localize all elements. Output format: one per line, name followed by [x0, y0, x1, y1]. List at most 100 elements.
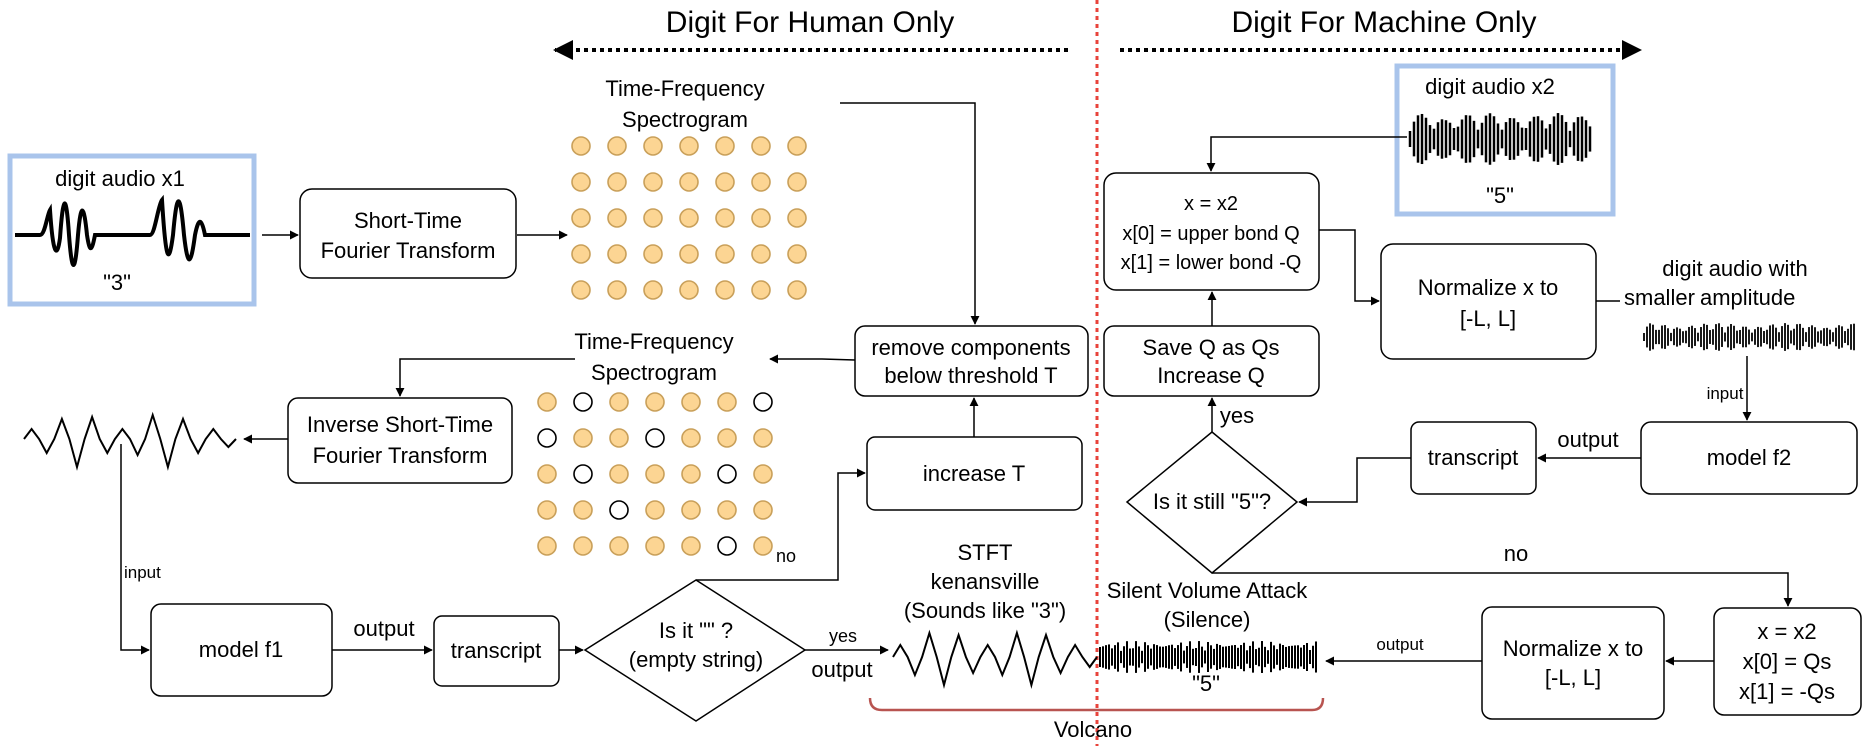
spectrogram-cell — [571, 244, 591, 264]
kenansville-title-line1: STFT — [958, 540, 1013, 565]
spectrogram-cell — [573, 500, 593, 520]
spectrogram-cell — [573, 536, 593, 556]
digit-audio-x2-waveform — [1408, 113, 1592, 165]
init-x-line1: x = x2 — [1184, 193, 1238, 215]
spectrogram-cell — [679, 208, 699, 228]
spectrogram-cell — [679, 172, 699, 192]
arrow-to-istft — [395, 358, 575, 397]
still-5-decision-label: Is it still "5"? — [1153, 489, 1271, 514]
spectrogram-cell — [643, 136, 663, 156]
spectrogram-cell — [751, 136, 771, 156]
model-f1-label: model f1 — [199, 637, 283, 662]
spectrogram-cell — [753, 392, 773, 412]
smaller-amplitude-line1: digit audio with — [1662, 256, 1808, 281]
spectrogram-cell — [679, 136, 699, 156]
yes-label-left: yes — [829, 626, 857, 646]
spectrogram-cell — [537, 392, 557, 412]
digit-audio-x2-label: digit audio x2 — [1425, 74, 1555, 99]
spectrogram-cell — [717, 464, 737, 484]
empty-string-decision — [583, 579, 807, 722]
increase-t-label: increase T — [923, 461, 1025, 486]
spectrogram-bottom-title-line2: Spectrogram — [591, 360, 717, 385]
smaller-amplitude-line2b: amplitude — [1700, 285, 1795, 310]
spectrogram-cell — [645, 392, 665, 412]
spectrogram-cell — [571, 172, 591, 192]
input-label-left: input — [124, 563, 161, 582]
spectrogram-cell — [753, 500, 773, 520]
digit-audio-x1-waveform — [15, 194, 250, 267]
stft-label-line1: Short-Time — [354, 208, 462, 233]
spectrogram-cell — [717, 428, 737, 448]
spectrogram-cell — [681, 464, 701, 484]
stft-box — [299, 188, 517, 279]
silent-attack-title-line2: (Silence) — [1164, 607, 1251, 632]
spectrogram-cell — [607, 244, 627, 264]
output-label-f2: output — [1557, 427, 1618, 452]
spectrogram-cell — [643, 244, 663, 264]
spectrogram-cell — [573, 464, 593, 484]
spectrogram-cell — [715, 208, 735, 228]
spectrogram-cell — [715, 136, 735, 156]
spectrogram-cell — [643, 172, 663, 192]
spectrogram-cell — [643, 280, 663, 300]
no-label-right: no — [1504, 541, 1528, 566]
output-label-decision: output — [811, 657, 872, 682]
normalize-top-line2: [-L, L] — [1460, 306, 1516, 331]
arrow-x2-to-init — [1206, 136, 1407, 172]
spectrogram-cell — [717, 536, 737, 556]
spectrogram-cell — [571, 136, 591, 156]
spectrogram-cell — [717, 392, 737, 412]
spectrogram-cell — [645, 500, 665, 520]
spectrogram-cell — [537, 536, 557, 556]
arrow-still5-no-to-final — [1212, 572, 1793, 607]
spectrogram-cell — [715, 172, 735, 192]
spectrogram-cell — [681, 500, 701, 520]
spectrogram-cell — [681, 392, 701, 412]
arrow-init-to-normalize — [1319, 229, 1380, 306]
init-x-line2: x[0] = upper bond Q — [1122, 223, 1299, 245]
kenansville-waveform — [892, 629, 1098, 689]
spectrogram-cell — [679, 244, 699, 264]
arrow-remove-to-spectrogram — [769, 354, 856, 364]
transcript-label-right: transcript — [1428, 445, 1518, 470]
spectrogram-cell — [645, 464, 665, 484]
final-x-line1: x = x2 — [1757, 619, 1816, 644]
arrow-decision-no-to-increase-t — [696, 468, 866, 581]
volcano-label: Volcano — [1054, 717, 1132, 742]
normalize-top-box — [1380, 243, 1597, 360]
digit-audio-x1-digit: "3" — [103, 270, 131, 295]
spectrogram-cell — [607, 208, 627, 228]
normalize-bottom-line1: Normalize x to — [1503, 636, 1644, 661]
arrow-spectrogram-to-remove — [840, 102, 980, 325]
digit-audio-x1-box — [7, 153, 257, 307]
spectrogram-cell — [787, 172, 807, 192]
empty-string-decision-line1: Is it "" ? — [659, 618, 733, 643]
empty-string-decision-line2: (empty string) — [629, 647, 763, 672]
kenansville-title-line3: (Sounds like "3") — [904, 598, 1066, 623]
spectrogram-cell — [751, 280, 771, 300]
spectrogram-cell — [715, 244, 735, 264]
spectrogram-cell — [573, 428, 593, 448]
save-q-line2: Increase Q — [1157, 363, 1265, 388]
spectrogram-cell — [537, 428, 557, 448]
stft-label-line2: Fourier Transform — [321, 238, 496, 263]
remove-components-line1: remove components — [871, 335, 1070, 360]
save-q-line1: Save Q as Qs — [1143, 335, 1280, 360]
silent-attack-title-line1: Silent Volume Attack — [1107, 578, 1309, 603]
model-f2-label: model f2 — [1707, 445, 1791, 470]
spectrogram-cell — [609, 428, 629, 448]
normalize-bottom-line2: [-L, L] — [1545, 665, 1601, 690]
smaller-amplitude-line2a: smaller — [1624, 285, 1695, 310]
kenansville-title-line2: kenansville — [931, 569, 1040, 594]
output-label-f1: output — [353, 616, 414, 641]
spectrogram-cell — [571, 208, 591, 228]
spectrogram-cell — [751, 244, 771, 264]
init-x-box — [1103, 172, 1320, 291]
spectrogram-cell — [537, 464, 557, 484]
transcript-box-left — [433, 615, 560, 687]
spectrogram-bottom-title-line1: Time-Frequency — [574, 329, 733, 354]
smaller-amplitude-waveform — [1643, 323, 1855, 351]
spectrogram-cell — [753, 428, 773, 448]
remove-components-box — [854, 325, 1089, 397]
